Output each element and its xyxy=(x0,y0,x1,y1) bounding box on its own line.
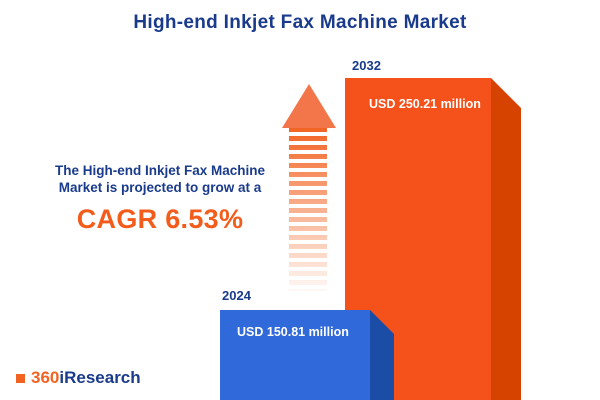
logo-text-research: iResearch xyxy=(59,368,141,387)
logo-text: 360iResearch xyxy=(31,368,141,388)
value-label-2032: USD 250.21 million xyxy=(369,97,481,111)
logo-text-360: 360 xyxy=(31,368,60,387)
logo-square-icon xyxy=(16,373,25,383)
bar-2032-side xyxy=(491,78,521,400)
growth-arrow-icon xyxy=(282,84,336,128)
year-label-2032: 2032 xyxy=(352,58,381,73)
value-label-2024: USD 150.81 million xyxy=(237,325,349,339)
annotation-block: The High-end Inkjet Fax Machine Market i… xyxy=(25,162,295,235)
annotation-line-1: The High-end Inkjet Fax Machine xyxy=(54,163,266,178)
growth-arrow-fade xyxy=(288,127,328,293)
bar-2024 xyxy=(220,310,370,400)
year-label-2024: 2024 xyxy=(222,288,251,303)
brand-logo: 360iResearch xyxy=(16,368,141,388)
cagr-value: CAGR 6.53% xyxy=(76,204,244,234)
annotation-line-2: Market is projected to grow at a xyxy=(58,180,262,195)
page-title: High-end Inkjet Fax Machine Market xyxy=(133,12,467,33)
